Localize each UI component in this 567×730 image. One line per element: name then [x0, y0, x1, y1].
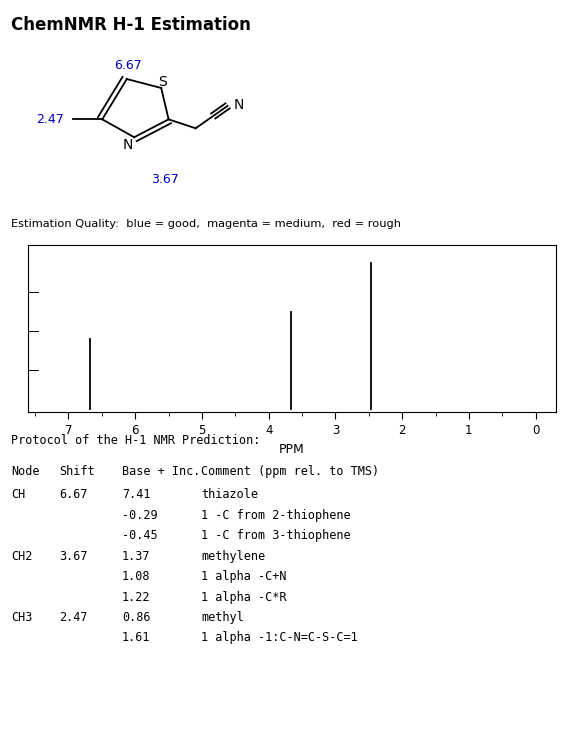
- Text: N: N: [234, 98, 244, 112]
- Text: S: S: [158, 75, 167, 89]
- X-axis label: PPM: PPM: [279, 443, 305, 456]
- Text: 1.22: 1.22: [122, 591, 150, 604]
- Text: 1 alpha -C+N: 1 alpha -C+N: [201, 570, 287, 583]
- Text: 1.08: 1.08: [122, 570, 150, 583]
- Text: CH3: CH3: [11, 611, 33, 624]
- Text: CH: CH: [11, 488, 26, 502]
- Text: 1 -C from 2-thiophene: 1 -C from 2-thiophene: [201, 509, 351, 522]
- Text: 7.41: 7.41: [122, 488, 150, 502]
- Text: -0.45: -0.45: [122, 529, 158, 542]
- Text: 0.86: 0.86: [122, 611, 150, 624]
- Text: 3.67: 3.67: [151, 173, 179, 186]
- Text: 6.67: 6.67: [60, 488, 88, 502]
- Text: Estimation Quality:  blue = good,  magenta = medium,  red = rough: Estimation Quality: blue = good, magenta…: [11, 219, 401, 229]
- Text: Base + Inc.: Base + Inc.: [122, 465, 200, 478]
- Text: 1 -C from 3-thiophene: 1 -C from 3-thiophene: [201, 529, 351, 542]
- Text: methylene: methylene: [201, 550, 265, 563]
- Text: 6.67: 6.67: [115, 59, 142, 72]
- Text: 3.67: 3.67: [60, 550, 88, 563]
- Text: methyl: methyl: [201, 611, 244, 624]
- Text: Shift: Shift: [60, 465, 95, 478]
- Text: 2.47: 2.47: [36, 113, 64, 126]
- Text: thiazole: thiazole: [201, 488, 259, 502]
- Text: CH2: CH2: [11, 550, 33, 563]
- Text: Comment (ppm rel. to TMS): Comment (ppm rel. to TMS): [201, 465, 379, 478]
- Text: Node: Node: [11, 465, 40, 478]
- Text: 1 alpha -1:C-N=C-S-C=1: 1 alpha -1:C-N=C-S-C=1: [201, 631, 358, 645]
- Text: Protocol of the H-1 NMR Prediction:: Protocol of the H-1 NMR Prediction:: [11, 434, 261, 447]
- Text: ChemNMR H-1 Estimation: ChemNMR H-1 Estimation: [11, 16, 251, 34]
- Text: N: N: [123, 138, 133, 152]
- Text: -0.29: -0.29: [122, 509, 158, 522]
- Text: 1.37: 1.37: [122, 550, 150, 563]
- Text: 2.47: 2.47: [60, 611, 88, 624]
- Text: 1.61: 1.61: [122, 631, 150, 645]
- Text: 1 alpha -C*R: 1 alpha -C*R: [201, 591, 287, 604]
